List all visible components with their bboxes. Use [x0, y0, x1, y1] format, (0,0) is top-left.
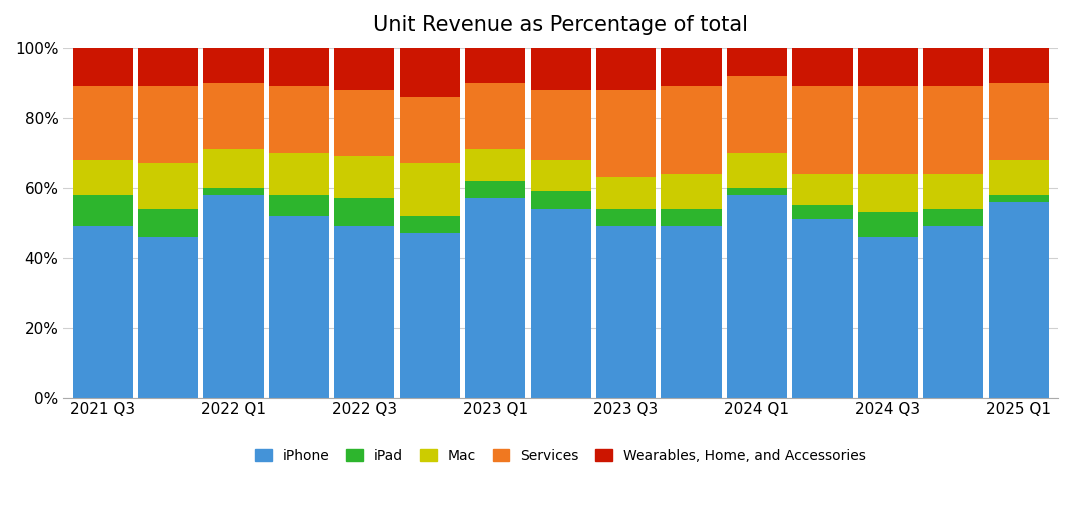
Bar: [138, 237, 199, 398]
Bar: [204, 195, 264, 398]
Bar: [661, 86, 722, 174]
Bar: [923, 209, 983, 226]
Bar: [726, 76, 788, 153]
Bar: [269, 195, 329, 216]
Bar: [465, 198, 526, 398]
Bar: [73, 48, 133, 86]
Bar: [923, 174, 983, 209]
Bar: [530, 209, 591, 398]
Bar: [269, 86, 329, 153]
Bar: [530, 48, 591, 89]
Bar: [204, 188, 264, 195]
Bar: [138, 86, 199, 163]
Bar: [596, 209, 657, 226]
Bar: [857, 174, 918, 212]
Bar: [400, 97, 460, 163]
Bar: [73, 86, 133, 159]
Bar: [269, 216, 329, 398]
Bar: [857, 48, 918, 86]
Bar: [138, 209, 199, 237]
Bar: [661, 226, 722, 398]
Bar: [400, 48, 460, 97]
Bar: [988, 159, 1048, 195]
Bar: [335, 226, 395, 398]
Bar: [792, 48, 853, 86]
Bar: [269, 153, 329, 195]
Legend: iPhone, iPad, Mac, Services, Wearables, Home, and Accessories: iPhone, iPad, Mac, Services, Wearables, …: [250, 443, 871, 468]
Bar: [792, 205, 853, 219]
Bar: [138, 48, 199, 86]
Bar: [792, 219, 853, 398]
Bar: [661, 48, 722, 86]
Bar: [596, 177, 657, 209]
Bar: [596, 226, 657, 398]
Bar: [857, 86, 918, 174]
Bar: [138, 163, 199, 209]
Bar: [726, 195, 788, 398]
Bar: [73, 226, 133, 398]
Bar: [335, 48, 395, 89]
Bar: [726, 48, 788, 76]
Bar: [923, 48, 983, 86]
Bar: [465, 83, 526, 149]
Bar: [857, 237, 918, 398]
Bar: [792, 174, 853, 205]
Bar: [792, 86, 853, 174]
Bar: [530, 159, 591, 191]
Bar: [335, 156, 395, 198]
Bar: [988, 83, 1048, 159]
Bar: [335, 198, 395, 226]
Bar: [596, 89, 657, 177]
Bar: [465, 48, 526, 83]
Bar: [726, 153, 788, 188]
Bar: [204, 149, 264, 188]
Bar: [726, 188, 788, 195]
Bar: [465, 149, 526, 180]
Bar: [400, 163, 460, 216]
Bar: [988, 48, 1048, 83]
Bar: [857, 212, 918, 237]
Bar: [530, 191, 591, 209]
Bar: [661, 209, 722, 226]
Bar: [661, 174, 722, 209]
Bar: [530, 89, 591, 159]
Bar: [988, 201, 1048, 398]
Bar: [204, 83, 264, 149]
Bar: [269, 48, 329, 86]
Bar: [923, 226, 983, 398]
Bar: [988, 195, 1048, 201]
Bar: [400, 216, 460, 233]
Title: Unit Revenue as Percentage of total: Unit Revenue as Percentage of total: [373, 15, 748, 35]
Bar: [596, 48, 657, 89]
Bar: [400, 233, 460, 398]
Bar: [73, 159, 133, 195]
Bar: [204, 48, 264, 83]
Bar: [465, 180, 526, 198]
Bar: [73, 195, 133, 226]
Bar: [923, 86, 983, 174]
Bar: [335, 89, 395, 156]
